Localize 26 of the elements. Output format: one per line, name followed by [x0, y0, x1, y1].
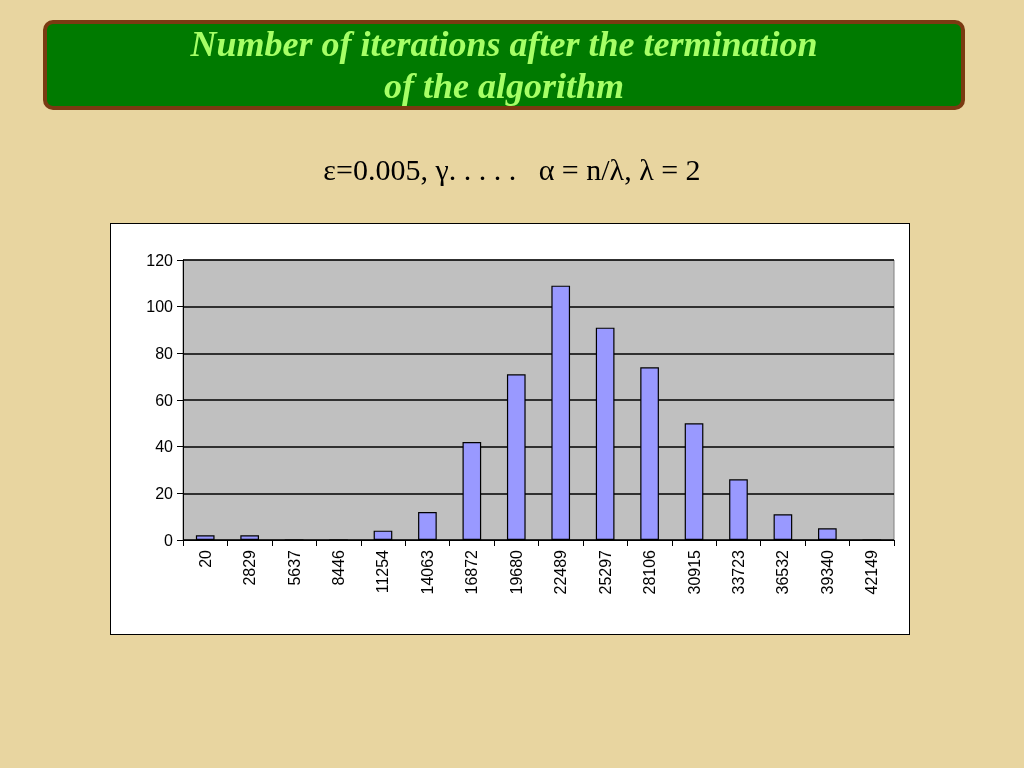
x-tick-label: 42149: [863, 549, 881, 595]
x-tick-label: 30915: [685, 549, 703, 595]
chart-title: Number of iterations after the termination of the algorithm: [189, 23, 819, 107]
x-tick-label: 28106: [641, 549, 659, 595]
x-tick-label: 2829: [241, 549, 259, 586]
x-tick-label: 16872: [463, 549, 481, 595]
y-tick-label: 20: [155, 484, 174, 502]
y-tick-label: 0: [164, 531, 174, 549]
x-tick-label: 11254: [374, 549, 392, 594]
x-tick-label: 14063: [418, 549, 436, 595]
chart-subtitle: ε=0.005, γ. . . . . α = n/λ, λ = 2: [322, 153, 702, 187]
y-tick-label: 40: [155, 438, 174, 456]
x-tick-label: 5637: [285, 549, 303, 586]
y-tick-label: 80: [155, 344, 174, 362]
y-tick-label: 60: [155, 391, 174, 409]
x-tick-label: 25297: [596, 549, 614, 595]
title-banner: Number of iterations after the termination of the algorithm: [43, 20, 965, 110]
x-tick-label: 33723: [729, 549, 747, 595]
x-tick-label: 22489: [552, 549, 570, 595]
x-tick-label: 20: [196, 549, 214, 568]
x-tick-label: 39340: [818, 549, 836, 595]
x-tick-label: 8446: [330, 549, 348, 586]
x-tick-label: 36532: [774, 549, 792, 595]
y-tick-label: 120: [146, 251, 174, 269]
y-tick-label: 100: [146, 298, 174, 316]
x-tick-label: 19680: [507, 549, 525, 595]
